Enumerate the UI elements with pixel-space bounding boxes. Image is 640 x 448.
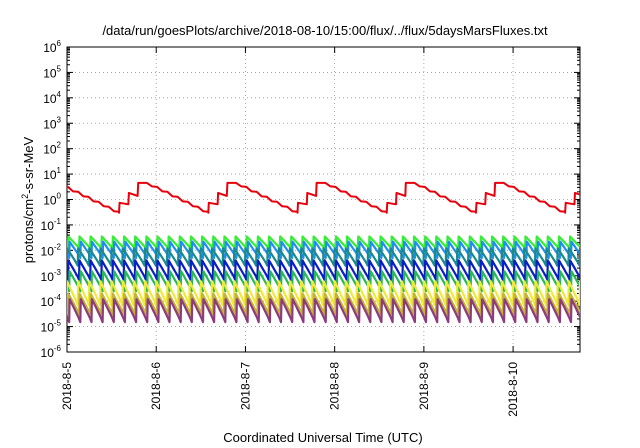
series-line	[67, 298, 580, 324]
y-tick-base: 10	[43, 168, 57, 182]
y-tick-base: 10	[41, 346, 55, 360]
series-line	[67, 292, 580, 316]
y-tick-exponent: -5	[54, 319, 62, 328]
y-tick-base: 10	[41, 321, 55, 335]
y-tick-label: 10-6	[41, 344, 62, 360]
y-tick-label: 104	[43, 90, 61, 106]
x-axis-label: Coordinated Universal Time (UTC)	[223, 430, 422, 445]
y-tick-exponent: 5	[57, 64, 62, 73]
y-tick-exponent: -4	[54, 293, 62, 302]
y-tick-exponent: 0	[57, 192, 62, 201]
y-tick-label: 10-5	[41, 319, 62, 335]
x-axis-tick-labels: 2018-8-5 2018-8-6 2018-8-7 2018-8-8 2018-8-9…	[60, 362, 520, 417]
x-tick-label: 2018-8-8	[328, 362, 342, 410]
y-tick-base: 10	[41, 219, 55, 233]
y-tick-base: 10	[41, 270, 55, 284]
series-lines	[67, 181, 580, 324]
series-line	[67, 240, 580, 260]
y-tick-label: 101	[43, 166, 61, 182]
y-tick-base: 10	[43, 92, 57, 106]
y-tick-exponent: 4	[57, 90, 62, 99]
y-tick-base: 10	[41, 244, 55, 258]
y-tick-base: 10	[43, 194, 57, 208]
x-tick-label: 2018-8-5	[60, 362, 74, 410]
y-axis-tick-labels: 10610510410310210110010-110-210-310-410-…	[41, 39, 62, 360]
y-tick-base: 10	[43, 41, 57, 55]
series-line	[67, 247, 580, 267]
y-tick-exponent: -1	[54, 217, 62, 226]
y-axis-label: protons/cm2-s-sr-MeV	[20, 136, 36, 263]
y-tick-exponent: 1	[57, 166, 62, 175]
y-tick-label: 10-3	[41, 268, 62, 284]
y-axis-label-superscript: 2	[20, 194, 30, 199]
series-line	[67, 181, 580, 214]
x-tick-label: 2018-8-7	[238, 362, 252, 410]
y-tick-label: 10-4	[41, 293, 62, 309]
y-tick-label: 10-1	[41, 217, 62, 233]
y-axis-label-prefix: protons/cm	[21, 199, 36, 263]
y-tick-exponent: -2	[54, 242, 62, 251]
y-tick-base: 10	[43, 143, 57, 157]
x-tick-label: 2018-8-9	[417, 362, 431, 410]
y-tick-label: 10-2	[41, 242, 62, 258]
y-tick-label: 103	[43, 115, 61, 131]
chart-title: /data/run/goesPlots/archive/2018-08-10/1…	[102, 23, 548, 38]
x-tick-label: 2018-8-10	[506, 362, 520, 417]
y-axis-label-suffix: -s-sr-MeV	[21, 136, 36, 193]
y-tick-exponent: -6	[54, 344, 62, 353]
y-tick-exponent: 3	[57, 115, 62, 124]
y-tick-base: 10	[43, 117, 57, 131]
y-tick-base: 10	[43, 66, 57, 80]
x-tick-label: 2018-8-6	[149, 362, 163, 410]
series-line	[67, 259, 580, 281]
series-line	[67, 235, 580, 250]
y-tick-label: 105	[43, 64, 61, 80]
y-tick-label: 102	[43, 141, 61, 157]
y-tick-label: 100	[43, 192, 61, 208]
y-tick-exponent: 6	[57, 39, 62, 48]
y-tick-exponent: 2	[57, 141, 62, 150]
y-tick-label: 106	[43, 39, 61, 55]
y-tick-base: 10	[41, 295, 55, 309]
y-tick-exponent: -3	[54, 268, 62, 277]
series-line	[67, 280, 580, 307]
